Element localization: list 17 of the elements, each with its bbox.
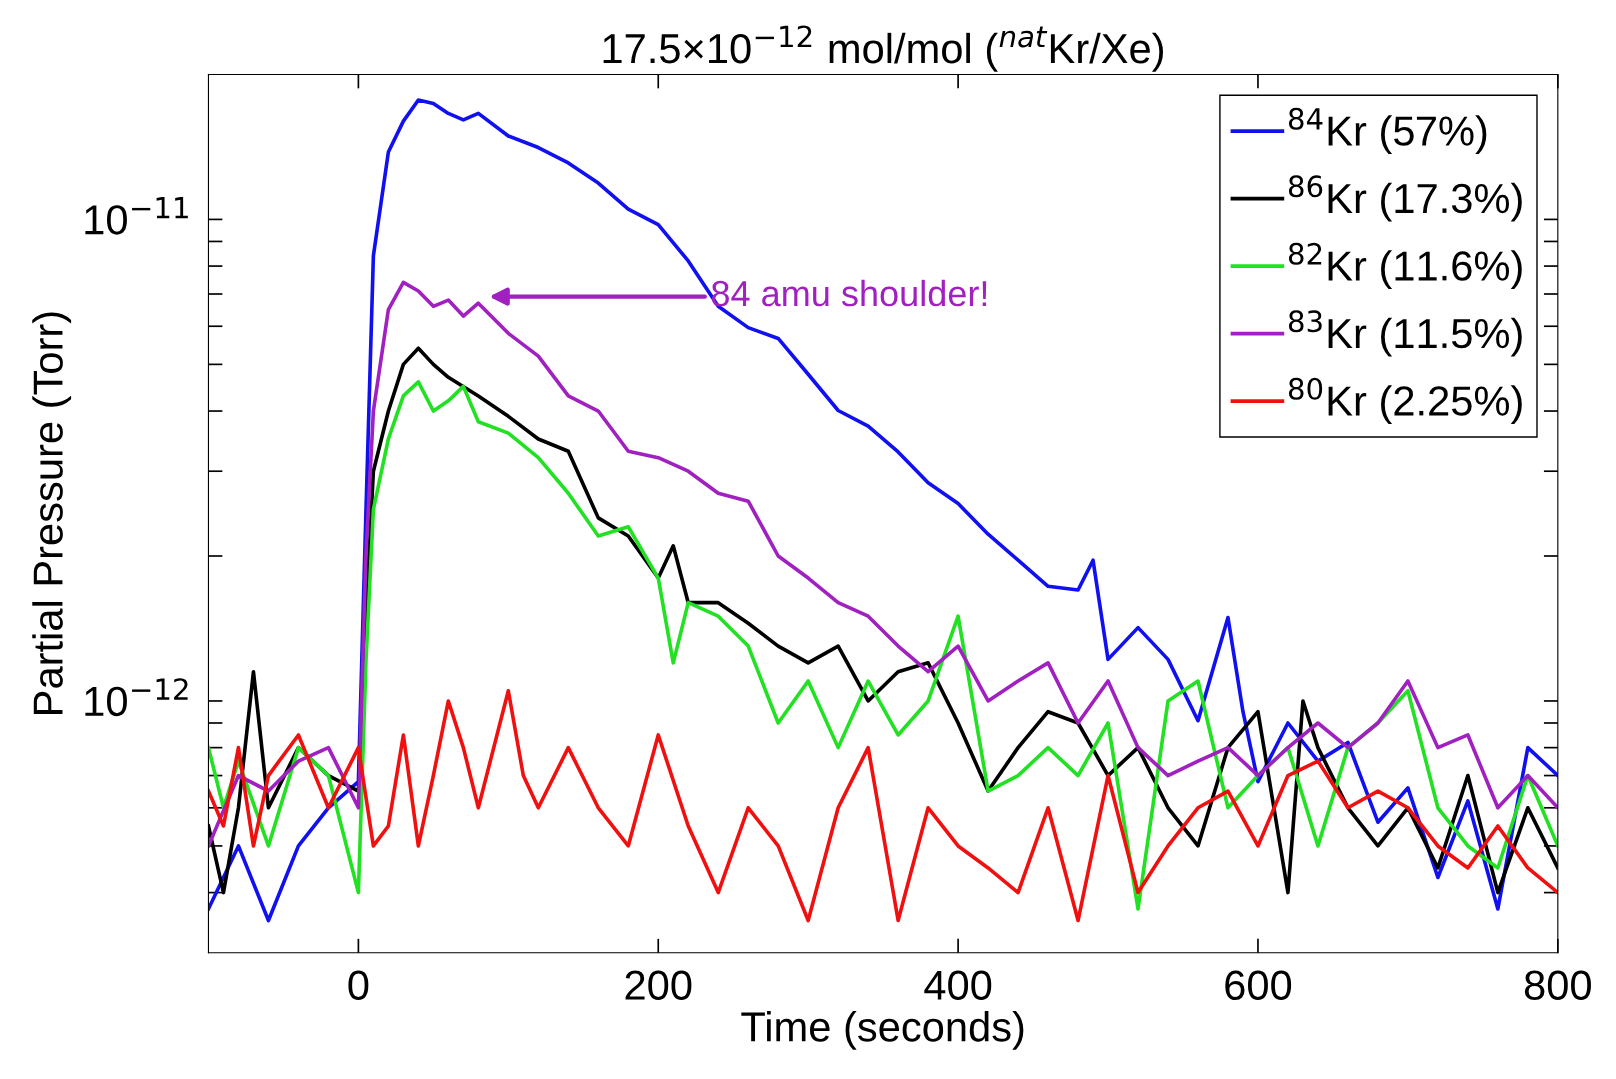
chart-title: 17.5×10$^{−12}$ mol/mol ($^{nat}$Kr/Xe) xyxy=(603,25,1164,72)
x-tick-label: 400 xyxy=(924,970,992,1001)
x-axis-title: Time (seconds) xyxy=(741,1011,1024,1050)
x-tick-label: 600 xyxy=(1225,970,1292,1001)
x-tick-label: 0 xyxy=(348,970,369,1001)
x-tick-label: 800 xyxy=(1524,970,1591,1001)
legend-label: $^{83}$Kr (11.5%) xyxy=(1288,310,1522,357)
y-tick-label: 10$^{−12}$ xyxy=(85,678,188,717)
line-series xyxy=(208,688,1558,923)
legend-label: $^{82}$Kr (11.6%) xyxy=(1288,242,1522,290)
x-tick-label: 200 xyxy=(625,970,692,1001)
annotation: 84 amu shoulder! xyxy=(711,279,987,307)
y-axis-title: Partial Pressure (Torr) xyxy=(32,312,72,714)
legend-label: $^{86}$Kr (17.3%) xyxy=(1288,175,1522,222)
y-tick-label: 10$^{−11}$ xyxy=(85,197,188,235)
legend-label: $^{80}$Kr (2.25%) xyxy=(1288,377,1522,425)
legend-label: $^{84}$Kr (57%) xyxy=(1288,107,1487,155)
